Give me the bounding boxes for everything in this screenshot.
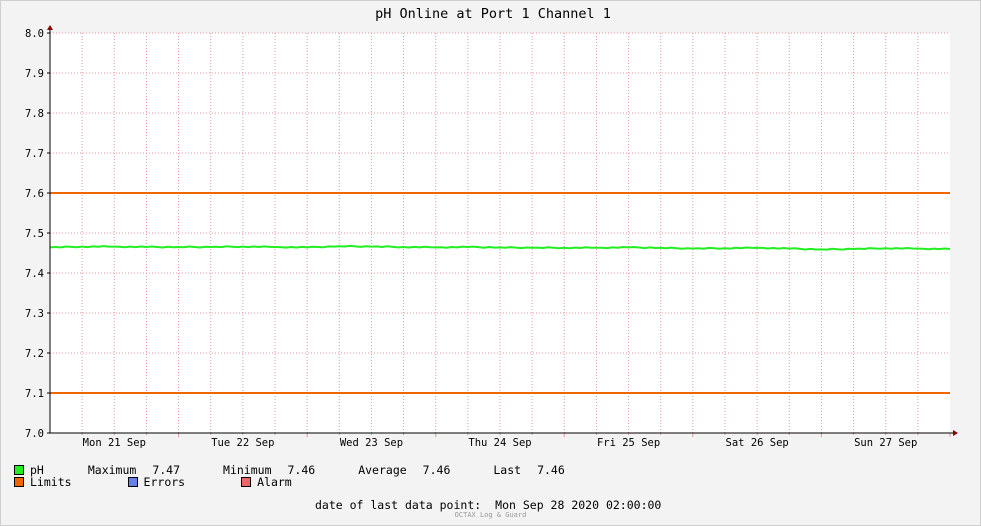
y-tick-label: 7.8 <box>25 108 44 120</box>
legend-max-value: 7.47 <box>152 463 181 477</box>
last-point-label: date of last data point: <box>315 498 482 512</box>
legend-errors-label: Errors <box>143 475 186 489</box>
y-tick-label: 7.1 <box>25 388 44 400</box>
x-tick-label: Thu 24 Sep <box>468 437 531 449</box>
y-tick-label: 7.5 <box>25 228 44 240</box>
series-line-ph <box>49 244 951 251</box>
legend-last-label: Last <box>493 463 522 477</box>
legend-swatch-limits <box>14 477 24 487</box>
legend-swatch-ph <box>14 465 24 475</box>
x-tick-label: Tue 22 Sep <box>211 437 274 449</box>
y-tick-label: 7.3 <box>25 308 44 320</box>
legend-row-ph: pH Maximum 7.47 Minimum 7.46 Average 7.4… <box>14 463 565 477</box>
legend-limits-label: Limits <box>30 475 72 489</box>
watermark: OCTAX Log & Guard <box>454 511 527 519</box>
last-data-point: date of last data point: Mon Sep 28 2020 … <box>315 498 661 512</box>
axis-layer: 7.0 7.1 7.2 7.3 7.4 7.5 7.6 7.7 7.8 7.9 8.0 Mon 21 … <box>25 25 958 449</box>
y-tick-label: 7.7 <box>25 148 44 160</box>
y-tick-label: 7.2 <box>25 348 44 360</box>
legend-swatch-errors <box>127 477 138 487</box>
y-axis-arrow <box>47 25 53 30</box>
y-tick-label: 7.0 <box>25 428 44 440</box>
legend-avg-value: 7.46 <box>422 463 451 477</box>
legend-alarm-label: Alarm <box>257 475 292 489</box>
x-tick-label: Mon 21 Sep <box>83 437 146 449</box>
legend-min-label: Minimum <box>223 463 272 477</box>
limit-layer <box>50 192 950 394</box>
legend-swatch-alarm <box>241 477 252 487</box>
x-tick-label: Wed 23 Sep <box>340 437 403 449</box>
x-tick-label: Sun 27 Sep <box>854 437 917 449</box>
x-tick-label: Fri 25 Sep <box>597 437 660 449</box>
x-tick-label: Sat 26 Sep <box>726 437 789 449</box>
legend-max-label: Maximum <box>87 463 137 477</box>
legend-row-limits: Limits Errors Alarm <box>14 475 292 489</box>
series-layer <box>49 244 951 251</box>
legend-avg-label: Average <box>358 463 407 477</box>
legend-ph-label: pH <box>30 463 44 477</box>
x-axis-arrow <box>953 430 958 436</box>
last-point-value: Mon Sep 28 2020 02:00:00 <box>495 498 662 512</box>
legend-min-value: 7.46 <box>287 463 316 477</box>
y-tick-label: 7.9 <box>25 68 44 80</box>
y-tick-label: 7.6 <box>25 188 44 200</box>
y-tick-label: 8.0 <box>25 28 44 40</box>
legend-last-value: 7.46 <box>537 463 565 477</box>
y-tick-label: 7.4 <box>25 268 44 280</box>
chart-title: pH Online at Port 1 Channel 1 <box>375 6 611 22</box>
